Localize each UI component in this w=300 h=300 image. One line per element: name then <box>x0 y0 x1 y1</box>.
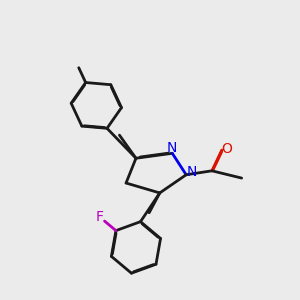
Text: O: O <box>222 142 232 155</box>
Text: N: N <box>186 165 197 179</box>
Text: F: F <box>95 210 104 224</box>
Text: N: N <box>167 141 178 155</box>
